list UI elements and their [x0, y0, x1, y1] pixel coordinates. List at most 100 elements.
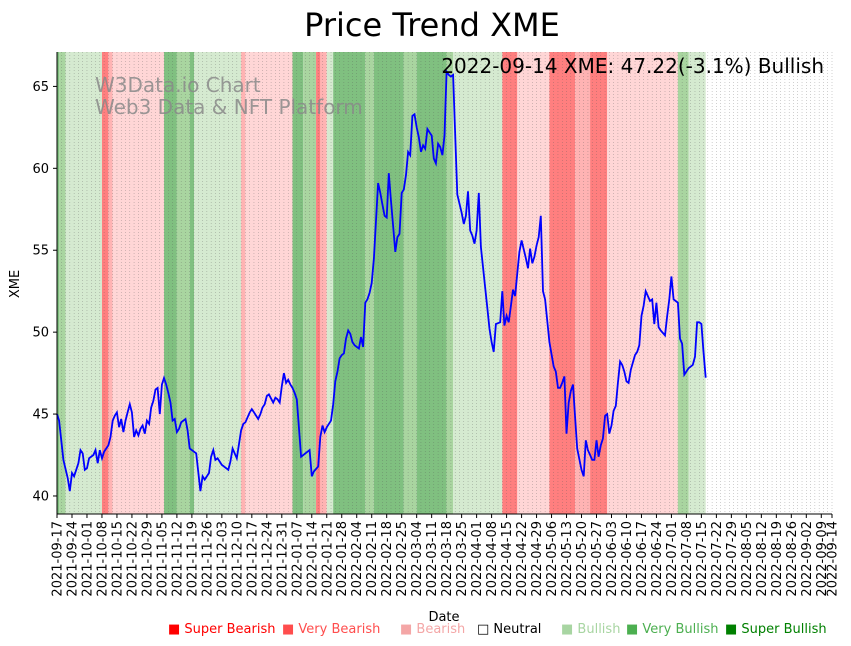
sentiment-band	[320, 52, 327, 514]
x-tick-label: 2021-10-29	[140, 521, 155, 597]
legend-label: Bearish	[416, 622, 465, 637]
x-tick-label: 2022-01-14	[305, 521, 320, 597]
x-tick-label: 2022-01-07	[290, 521, 305, 597]
legend-item: ■ Bearish	[400, 622, 465, 637]
sentiment-band	[108, 52, 113, 514]
x-tick-label: 2022-03-04	[410, 521, 425, 597]
y-axis-ticks: 40 45 50 55 60 65	[32, 80, 57, 504]
legend-swatch: ■	[561, 622, 577, 637]
x-tick-label: 2021-10-01	[80, 521, 95, 597]
x-tick-label: 2022-05-20	[575, 521, 590, 597]
legend-label: Super Bearish	[184, 622, 275, 637]
x-tick-label: 2021-11-26	[200, 521, 215, 597]
watermark: W3Data.io Chart Web3 Data & NFT Platform	[95, 73, 363, 119]
x-tick-label: 2021-09-17	[51, 521, 66, 597]
x-tick-label: 2021-12-10	[230, 521, 245, 597]
sentiment-band	[453, 52, 503, 514]
legend-item: ■ Very Bearish	[282, 622, 380, 637]
x-tick-label: 2022-06-10	[620, 521, 635, 597]
y-tick-label: 50	[32, 326, 49, 341]
x-tick-label: 2021-11-05	[155, 521, 170, 597]
x-tick-label: 2021-10-08	[95, 521, 110, 597]
x-tick-label: 2022-01-28	[335, 521, 350, 597]
sentiment-band	[176, 52, 190, 514]
sentiment-band	[677, 52, 689, 514]
x-tick-label: 2022-08-19	[770, 521, 785, 597]
x-tick-label: 2022-04-22	[515, 521, 530, 597]
y-tick-label: 55	[32, 244, 49, 259]
x-tick-label: 2022-05-06	[545, 521, 560, 597]
x-tick-label: 2022-04-01	[470, 521, 485, 597]
x-tick-label: 2021-10-22	[125, 521, 140, 597]
x-tick-label: 2022-02-25	[395, 521, 410, 597]
x-tick-label: 2022-04-29	[530, 521, 545, 597]
x-tick-label: 2022-06-03	[605, 521, 620, 597]
x-tick-label: 2022-07-08	[680, 521, 695, 597]
x-tick-label: 2021-11-19	[185, 521, 200, 597]
sentiment-band	[502, 52, 518, 514]
latest-price-annotation: 2022-09-14 XME: 47.22(-3.1%) Bullish	[441, 54, 824, 78]
sentiment-band	[241, 52, 246, 514]
watermark-line-2: Web3 Data & NFT Platform	[95, 95, 363, 119]
price-line	[56, 68, 707, 492]
legend-label: Neutral	[493, 622, 541, 637]
x-axis-label: Date	[428, 610, 459, 625]
y-axis-label: XME	[8, 270, 23, 298]
sentiment-band	[416, 52, 447, 514]
legend-label: Bullish	[577, 622, 620, 637]
x-tick-label: 2022-07-01	[665, 521, 680, 597]
x-tick-label: 2022-09-09	[815, 521, 830, 597]
x-tick-label: 2022-09-02	[800, 521, 815, 597]
legend-swatch: □	[477, 622, 493, 637]
legend-swatch: ■	[400, 622, 416, 637]
sentiment-band	[517, 52, 550, 514]
sentiment-band	[101, 52, 109, 514]
x-tick-label: 2022-07-22	[710, 521, 725, 597]
x-tick-label: 2022-09-14	[826, 521, 841, 597]
watermark-line-1: W3Data.io Chart	[95, 73, 261, 97]
x-tick-label: 2022-06-17	[635, 521, 650, 597]
sentiment-legend: ■ Super Bearish ■ Very Bearish ■ Bearish □ …	[168, 622, 827, 637]
legend-item: □ Neutral	[477, 622, 541, 637]
sentiment-band	[57, 52, 60, 514]
sentiment-bands	[57, 52, 706, 514]
sentiment-band	[446, 52, 454, 514]
legend-swatch: ■	[725, 622, 741, 637]
legend-swatch: ■	[168, 622, 184, 637]
legend-label: Super Bullish	[741, 622, 826, 637]
legend-item: ■ Bullish	[561, 622, 620, 637]
x-tick-label: 2022-04-08	[485, 521, 500, 597]
x-tick-label: 2021-09-24	[65, 521, 80, 597]
legend-item: ■ Super Bearish	[168, 622, 276, 637]
x-tick-label: 2021-12-31	[275, 521, 290, 597]
sentiment-band	[194, 52, 242, 514]
x-tick-label: 2022-01-21	[320, 521, 335, 597]
y-tick-label: 40	[32, 489, 49, 504]
x-tick-label: 2022-04-15	[500, 521, 515, 597]
sentiment-band	[189, 52, 195, 514]
legend-swatch: ■	[626, 622, 642, 637]
x-tick-label: 2022-03-18	[440, 521, 455, 597]
y-tick-label: 65	[32, 80, 49, 95]
x-tick-label: 2021-11-12	[170, 521, 185, 597]
sentiment-band	[373, 52, 404, 514]
sentiment-band	[688, 52, 706, 514]
axes	[56, 52, 832, 515]
x-tick-label: 2022-08-12	[755, 521, 770, 597]
legend-item: ■ Very Bullish	[626, 622, 718, 637]
sentiment-band	[59, 52, 66, 514]
x-tick-label: 2022-03-11	[425, 521, 440, 597]
chart-title: Price Trend XME	[304, 6, 560, 44]
x-tick-label: 2022-05-13	[560, 521, 575, 597]
x-tick-label: 2022-02-04	[350, 521, 365, 597]
sentiment-band	[245, 52, 293, 514]
x-tick-label: 2022-03-25	[455, 521, 470, 597]
legend-item: ■ Super Bullish	[725, 622, 827, 637]
x-tick-label: 2022-08-26	[785, 521, 800, 597]
x-tick-label: 2021-12-24	[260, 521, 275, 597]
y-tick-label: 45	[32, 408, 49, 423]
x-tick-label: 2021-12-03	[215, 521, 230, 597]
x-axis-ticks: 2021-09-17 2021-09-24 2021-10-01 2021-10-08…	[51, 514, 841, 597]
sentiment-band	[65, 52, 102, 514]
